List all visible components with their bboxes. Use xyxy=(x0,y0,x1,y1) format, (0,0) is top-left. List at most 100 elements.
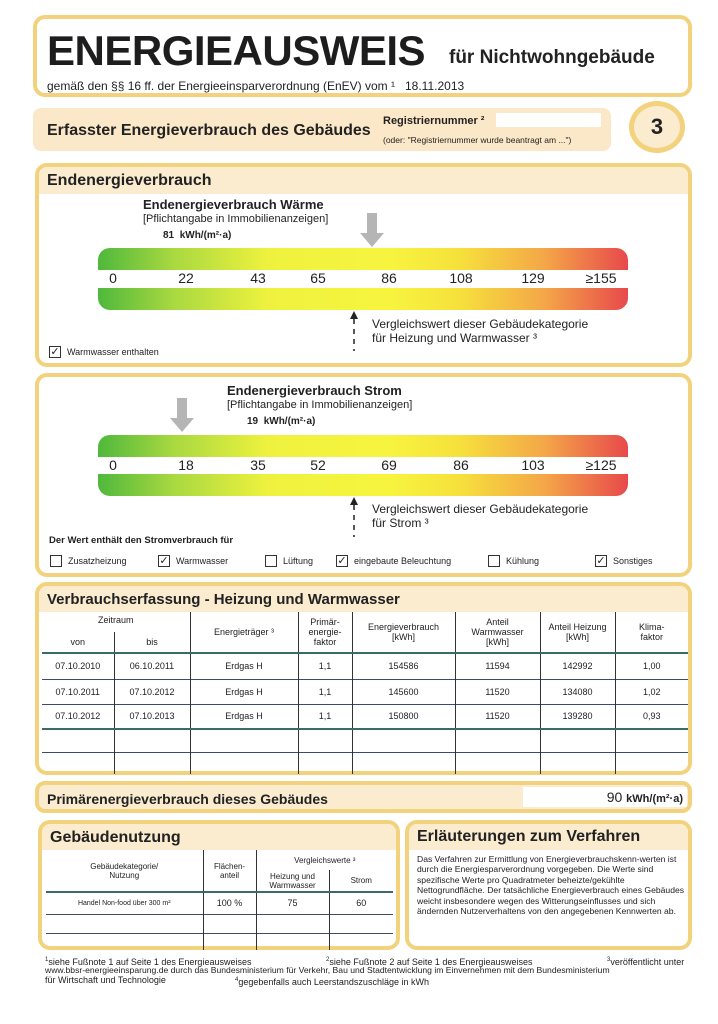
col-compare-values: Vergleichswerte ³ xyxy=(255,850,393,870)
checkbox-label: Warmwasser xyxy=(176,556,229,566)
header-line: Warmwasser xyxy=(269,880,316,890)
cell: 07.10.2011 xyxy=(55,686,100,697)
checkbox-unchecked-icon xyxy=(488,555,500,567)
header-line: Anteil Heizung xyxy=(548,622,607,632)
header-line: Energieverbrauch xyxy=(367,622,440,632)
tick: 86 xyxy=(381,270,397,286)
footnote-number: 2 xyxy=(326,957,330,963)
compare-line: für Heizung und Warmwasser ³ xyxy=(372,331,537,345)
header-line: Flächen- xyxy=(213,861,246,871)
cell: 1,1 xyxy=(297,653,352,679)
header-line: energie- xyxy=(308,627,342,637)
checkbox-label: Zusatzheizung xyxy=(68,556,127,566)
strom-scale-bar-top xyxy=(98,435,628,457)
footnote-number: 3 xyxy=(607,957,611,963)
legal-line: gemäß den §§ 16 ff. der Energieeinsparve… xyxy=(47,79,464,93)
section-verbrauchserfassung: Verbrauchserfassung - Heizung und Warmwa… xyxy=(35,582,692,775)
table-row-empty xyxy=(42,752,688,774)
primary-energy-value-box: 90 kWh/(m²·a) xyxy=(523,787,687,807)
compare-line: Vergleichswert dieser Gebäudekategorie xyxy=(372,317,589,331)
footnote-text: siehe Fußnote 1 auf Seite 1 des Energiea… xyxy=(48,957,252,967)
col-strom: Strom xyxy=(328,870,393,892)
checkbox-label: Kühlung xyxy=(506,556,540,566)
table-row-empty xyxy=(42,729,688,752)
footnote-number: 4 xyxy=(235,977,239,983)
strom-value-number: 19 xyxy=(247,416,259,427)
footnote-text: gegebenfalls auch Leerstandszuschläge in… xyxy=(238,977,429,987)
document-subtitle: für Nichtwohngebäude xyxy=(449,47,655,68)
table-row-empty xyxy=(46,933,393,950)
cell: 07.10.2010 xyxy=(55,661,101,672)
footnote-text: veröffentlicht unter xyxy=(610,957,685,967)
cell: 142992 xyxy=(539,653,615,679)
checkbox-warmwasser[interactable]: ✓ Warmwasser xyxy=(158,555,228,567)
tick: 22 xyxy=(178,270,194,286)
col-from: von xyxy=(70,637,85,647)
cell: Erdgas H xyxy=(189,653,298,679)
cell: 75 xyxy=(255,892,329,914)
explain-text: Das Verfahren zur Ermittlung von Energie… xyxy=(417,854,685,917)
footnote-1: 1siehe Fußnote 1 auf Seite 1 des Energie… xyxy=(45,955,251,967)
waerme-title: Endenergieverbrauch Wärme xyxy=(143,197,324,212)
table-row: 07.10.2012 07.10.2013 Erdgas H 1,1 150800 115… xyxy=(42,704,688,729)
tick: 86 xyxy=(453,457,469,473)
checkbox-sonstiges[interactable]: ✓ Sonstiges xyxy=(595,555,653,567)
registry-bar: Erfasster Energieverbrauch des Gebäudes … xyxy=(33,108,611,151)
col-carrier: Energieträger ³ xyxy=(189,612,298,653)
col-energy-consumption: Energieverbrauch [kWh] xyxy=(351,612,455,653)
registry-label: Registriernummer ² xyxy=(383,115,485,127)
strom-compare-label: Vergleichswert dieser Gebäudekategorie fü… xyxy=(372,502,588,530)
warmwater-checkbox[interactable]: ✓ Warmwasser enthalten xyxy=(49,346,159,358)
tick: 52 xyxy=(310,457,326,473)
issue-date: 18.11.2013 xyxy=(405,79,465,93)
col-primary-factor: Primär-energie-faktor xyxy=(297,612,352,653)
cell: 60 xyxy=(328,892,393,914)
tick: 35 xyxy=(250,457,266,473)
header-line: [kWh] xyxy=(391,632,415,642)
cell: 07.10.2012 xyxy=(113,679,190,704)
checkbox-label: Sonstiges xyxy=(613,556,653,566)
header-line: Gebäudekategorie/ xyxy=(90,861,159,871)
checkbox-zusatzheizung[interactable]: Zusatzheizung xyxy=(50,555,127,567)
footnote-3-cont: www.bbsr-energieeinsparung.de durch das … xyxy=(45,965,610,975)
cell: Erdgas H xyxy=(189,679,298,704)
waerme-value-arrow-icon xyxy=(360,213,384,247)
header-line: faktor xyxy=(313,637,337,647)
tick: ≥155 xyxy=(585,270,617,286)
checkbox-beleuchtung[interactable]: ✓ eingebaute Beleuchtung xyxy=(336,555,451,567)
checkbox-unchecked-icon xyxy=(265,555,277,567)
header-line: faktor xyxy=(640,632,663,642)
cell: 139280 xyxy=(539,704,615,729)
header-line: Warmwasser xyxy=(471,627,524,637)
header-box: ENERGIEAUSWEIS für Nichtwohngebäude gemä… xyxy=(33,15,692,97)
waerme-compare-arrow-icon xyxy=(350,311,358,351)
primary-energy-value: 90 xyxy=(606,789,623,805)
col-warmwater-share: Anteil Warmwasser [kWh] xyxy=(454,612,540,653)
primary-energy-unit: kWh/(m²·a) xyxy=(626,793,683,805)
registry-note: (oder: "Registriernummer wurde beantragt… xyxy=(383,135,572,145)
waerme-value-unit: kWh/(m²·a) xyxy=(179,230,232,241)
tick: ≥125 xyxy=(585,457,617,473)
checkbox-lueftung[interactable]: Lüftung xyxy=(265,555,313,567)
checkbox-checked-icon: ✓ xyxy=(49,346,61,358)
tick: 69 xyxy=(381,457,397,473)
checkbox-kuehlung[interactable]: Kühlung xyxy=(488,555,539,567)
cell: 1,1 xyxy=(297,704,352,729)
cell: 134080 xyxy=(539,679,615,704)
strom-subtitle: [Pflichtangabe in Immobilienanzeigen] xyxy=(227,399,413,411)
registry-number-field[interactable] xyxy=(496,113,601,127)
waerme-value-number: 81 xyxy=(163,230,175,241)
compare-line: für Strom ³ xyxy=(372,516,429,530)
footnote-number: 1 xyxy=(45,957,49,963)
section-erlaeuterungen: Erläuterungen zum Verfahren Das Verfahre… xyxy=(405,820,692,950)
strom-value-unit: kWh/(m²·a) xyxy=(263,416,316,427)
tick: 103 xyxy=(521,457,545,473)
col-period: Zeitraum xyxy=(97,615,134,625)
waerme-scale-bar-bottom xyxy=(98,288,628,310)
header-line: Klima- xyxy=(638,622,665,632)
cell: Handel Non-food über 300 m² xyxy=(77,899,171,907)
checkbox-checked-icon: ✓ xyxy=(595,555,607,567)
checkbox-unchecked-icon xyxy=(50,555,62,567)
section-title: Verbrauchserfassung - Heizung und Warmwa… xyxy=(47,591,400,608)
section-title: Erläuterungen zum Verfahren xyxy=(417,828,641,845)
